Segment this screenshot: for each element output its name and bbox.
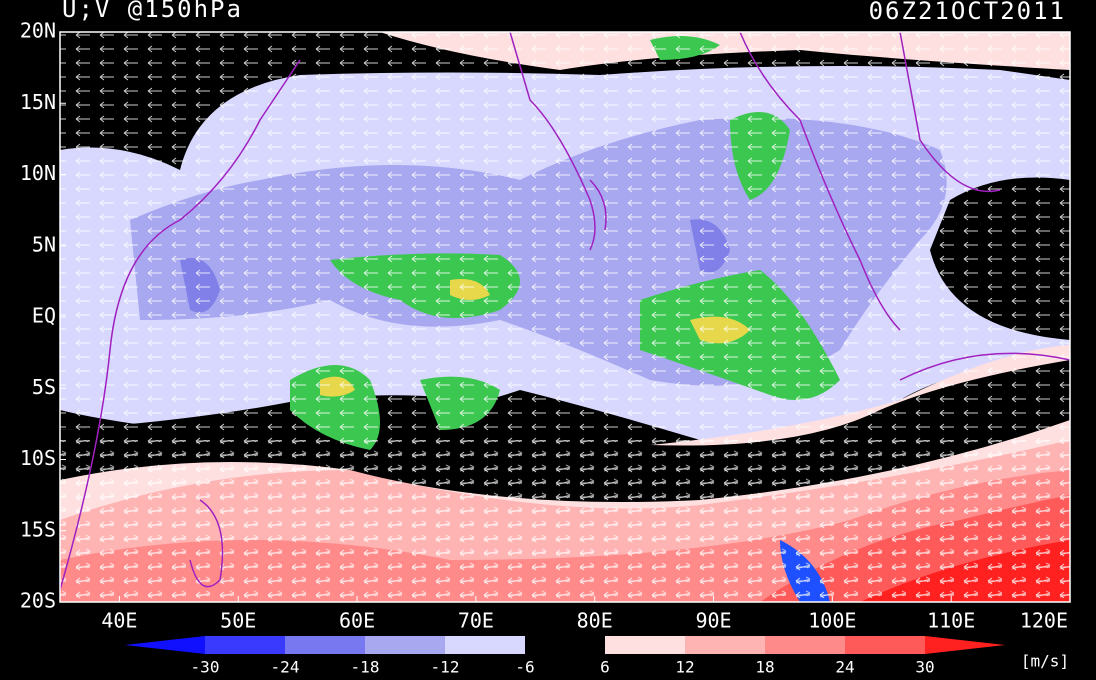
coastlines bbox=[60, 32, 1070, 591]
latitude-label: 20N bbox=[20, 19, 56, 43]
colorbar-label: 24 bbox=[835, 658, 854, 677]
title: U;V @150hPa bbox=[62, 0, 243, 23]
colorbar-label: 18 bbox=[755, 658, 774, 677]
longitude-label: 90E bbox=[695, 609, 731, 633]
map-field bbox=[60, 32, 1070, 602]
colorbar-label: 12 bbox=[675, 658, 694, 677]
colorbar bbox=[125, 636, 1005, 654]
latitude-label: 20S bbox=[20, 589, 56, 613]
colorbar-label: -6 bbox=[515, 658, 534, 677]
latitude-label: 10S bbox=[20, 446, 56, 470]
longitude-label: 120E bbox=[1020, 609, 1068, 633]
longitude-label: 60E bbox=[339, 609, 375, 633]
longitude-label: 110E bbox=[927, 609, 975, 633]
latitude-label: 5S bbox=[32, 375, 56, 399]
longitude-label: 40E bbox=[101, 609, 137, 633]
latitude-label: 15S bbox=[20, 517, 56, 541]
colorbar-label: -12 bbox=[431, 658, 460, 677]
latitude-label: 15N bbox=[20, 90, 56, 114]
colorbar-unit: [m/s] bbox=[1021, 652, 1069, 671]
colorbar-label: 30 bbox=[915, 658, 934, 677]
longitude-label: 100E bbox=[808, 609, 856, 633]
latitude-label: 10N bbox=[20, 161, 56, 185]
longitude-label: 70E bbox=[458, 609, 494, 633]
longitude-label: 80E bbox=[577, 609, 613, 633]
colorbar-label: -24 bbox=[271, 658, 300, 677]
longitude-label: 50E bbox=[220, 609, 256, 633]
latitude-label: 5N bbox=[32, 232, 56, 256]
timestamp: 06Z21OCT2011 bbox=[869, 0, 1066, 25]
colorbar-label: -18 bbox=[351, 658, 380, 677]
colorbar-label: 6 bbox=[600, 658, 610, 677]
latitude-label: EQ bbox=[32, 304, 56, 328]
colorbar-label: -30 bbox=[191, 658, 220, 677]
